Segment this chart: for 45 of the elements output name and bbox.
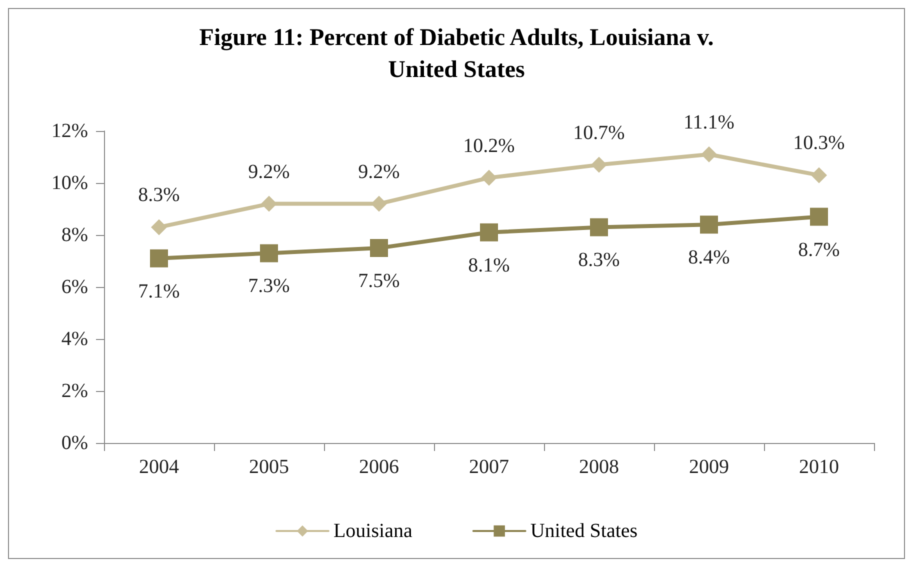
data-label: 10.3% <box>793 132 845 154</box>
x-tick-label: 2007 <box>469 456 509 478</box>
point <box>151 219 167 236</box>
point <box>700 216 718 234</box>
data-label: 8.4% <box>688 246 730 269</box>
y-tick-label: 10% <box>51 172 88 194</box>
point <box>811 167 827 184</box>
x-tick-label: 2006 <box>359 456 399 478</box>
point <box>480 223 498 242</box>
data-label: 11.1% <box>684 111 734 134</box>
data-label: 9.2% <box>358 160 400 183</box>
legend-label: Louisiana <box>333 520 412 542</box>
x-tick-label: 2008 <box>579 456 619 478</box>
point <box>370 239 388 257</box>
point <box>481 170 497 186</box>
data-label: 8.3% <box>138 184 180 206</box>
chart-title: Figure 11: Percent of Diabetic Adults, Louisiana v. United States <box>199 25 714 83</box>
y-tick-label: 6% <box>61 276 88 298</box>
data-label: 7.3% <box>248 275 290 298</box>
legend-label: United States <box>530 520 638 542</box>
point <box>261 196 277 212</box>
point <box>810 208 828 226</box>
x-tick-label: 2005 <box>249 456 289 478</box>
y-tick-label: 0% <box>61 432 88 454</box>
point <box>590 218 608 236</box>
y-tick-label: 2% <box>61 380 88 402</box>
y-tick-label: 8% <box>61 224 88 246</box>
x-tick-label: 2010 <box>799 456 839 478</box>
y-tick-label: 12% <box>51 120 88 142</box>
point <box>591 156 607 173</box>
point <box>701 146 717 162</box>
point <box>260 244 278 262</box>
x-tick-label: 2009 <box>689 456 729 478</box>
data-label: 10.7% <box>573 122 625 144</box>
data-label: 10.2% <box>463 134 515 157</box>
data-label: 7.1% <box>138 280 180 302</box>
data-label: 8.3% <box>578 249 620 272</box>
data-label: 8.7% <box>798 238 840 261</box>
data-label: 8.1% <box>468 254 510 276</box>
y-tick-label: 4% <box>61 328 88 350</box>
point <box>371 196 387 212</box>
data-label: 7.5% <box>358 270 400 292</box>
point <box>150 249 168 268</box>
data-label: 9.2% <box>248 160 290 183</box>
x-tick-label: 2004 <box>139 456 179 478</box>
